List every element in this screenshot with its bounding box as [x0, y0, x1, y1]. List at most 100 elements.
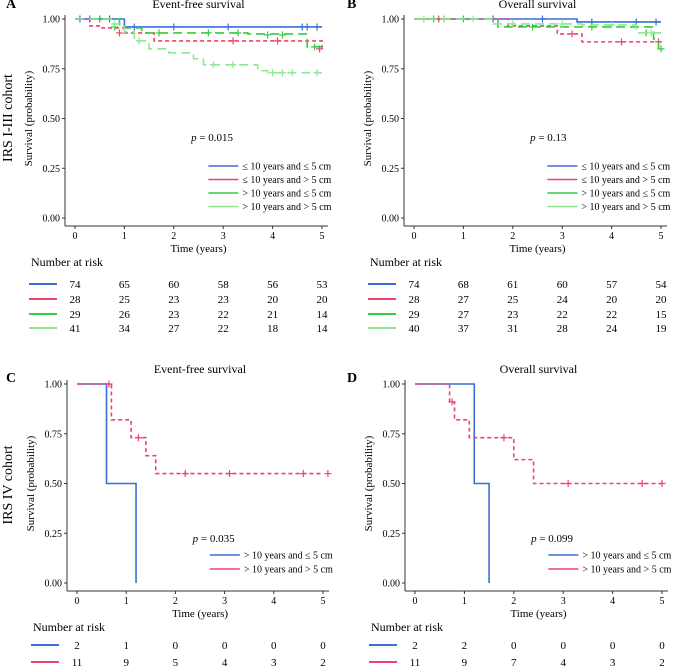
censor-mark [617, 38, 625, 46]
risk-count: 28 [70, 294, 82, 306]
risk-count: 14 [317, 323, 329, 335]
y-tick-label: 0.50 [43, 114, 61, 125]
risk-count: 24 [557, 294, 569, 306]
risk-table-title: Number at risk [33, 620, 105, 634]
p-symbol: p [530, 533, 537, 545]
panel-D: D Overall survival 0.00 0.25 0.50 0.75 1.00 0 1 2… [347, 362, 672, 669]
risk-table-title: Number at risk [371, 620, 443, 634]
p-equals: = [537, 533, 549, 545]
censor-mark [558, 20, 566, 28]
censor-mark [564, 480, 572, 487]
risk-count: 22 [218, 323, 229, 335]
risk-count: 58 [218, 279, 230, 291]
panel-letter: C [6, 371, 16, 386]
x-tick-label: 5 [320, 231, 325, 242]
x-tick-label: 1 [124, 596, 129, 607]
p-value-number: 0.035 [210, 533, 235, 545]
censor-mark [657, 45, 665, 53]
p-value: p = 0.015 [190, 132, 233, 144]
legend-label: > 10 years and > 5 cm [244, 565, 333, 576]
risk-count: 23 [168, 309, 180, 321]
p-symbol: p [529, 132, 536, 144]
legend-label: ≤ 10 years and > 5 cm [581, 175, 670, 186]
censor-mark [568, 30, 576, 38]
risk-count: 7 [511, 657, 517, 669]
risk-count: 61 [507, 279, 518, 291]
legend-label: > 10 years and > 5 cm [242, 202, 331, 213]
risk-table-title: Number at risk [31, 255, 103, 269]
y-tick-label: 0.00 [383, 579, 401, 590]
y-tick-label: 1.00 [383, 380, 401, 391]
x-tick-label: 2 [511, 596, 516, 607]
risk-count: 4 [222, 657, 228, 669]
y-tick-label: 0.00 [43, 214, 61, 225]
risk-count: 27 [458, 294, 470, 306]
risk-count: 11 [410, 657, 421, 669]
risk-count: 54 [656, 279, 668, 291]
p-equals: = [197, 132, 209, 144]
p-value-number: 0.015 [208, 132, 233, 144]
censor-mark [538, 15, 546, 23]
risk-count: 11 [72, 657, 83, 669]
panel-letter: D [347, 371, 357, 386]
y-tick-label: 1.00 [43, 15, 61, 26]
survival-curve-series-0 [415, 383, 490, 583]
risk-count: 27 [168, 323, 180, 335]
y-tick-label: 0.75 [383, 429, 401, 440]
y-tick-label: 1.00 [382, 15, 400, 26]
legend-label: > 10 years and > 5 cm [582, 565, 671, 576]
panel-A: A Event-free survival 0.00 0.25 0.50 0.75 1.00… [6, 0, 332, 335]
x-tick-label: 5 [660, 596, 665, 607]
panel-C: C Event-free survival 0.00 0.25 0.50 0.75 1.00… [6, 362, 333, 669]
row-label-0: IRS I-III cohort [1, 74, 16, 162]
risk-count: 9 [123, 657, 129, 669]
risk-count: 53 [317, 279, 329, 291]
y-tick-label: 0.50 [45, 479, 63, 490]
risk-count: 22 [606, 309, 617, 321]
censor-mark [509, 20, 517, 28]
x-tick-label: 4 [271, 596, 276, 607]
x-tick-label: 4 [610, 596, 615, 607]
censor-mark [647, 29, 655, 37]
legend-label: ≤ 10 years and > 5 cm [242, 175, 331, 186]
risk-count: 60 [557, 279, 569, 291]
risk-count: 2 [462, 640, 468, 652]
risk-count: 9 [462, 657, 468, 669]
risk-count: 23 [168, 294, 180, 306]
risk-count: 68 [458, 279, 470, 291]
censor-mark [313, 23, 321, 31]
p-symbol: p [190, 132, 197, 144]
risk-count: 4 [560, 657, 566, 669]
censor-mark [224, 23, 232, 31]
censor-mark [105, 380, 113, 388]
p-value-number: 0.13 [547, 132, 567, 144]
risk-count: 0 [271, 640, 277, 652]
chart-title: Event-free survival [152, 0, 245, 11]
risk-count: 56 [267, 279, 279, 291]
risk-count: 28 [557, 323, 569, 335]
x-tick-label: 4 [609, 231, 614, 242]
censor-mark [130, 23, 138, 31]
censor-mark [652, 18, 660, 26]
risk-count: 25 [119, 294, 131, 306]
p-value: p = 0.13 [529, 132, 567, 144]
risk-count: 5 [173, 657, 179, 669]
censor-mark [274, 37, 282, 45]
risk-count: 23 [507, 309, 519, 321]
y-tick-label: 1.00 [45, 380, 63, 391]
panel-letter: A [6, 0, 17, 12]
risk-count: 74 [409, 279, 421, 291]
y-tick-label: 0.75 [43, 64, 61, 75]
panel-B: B Overall survival 0.00 0.25 0.50 0.75 1.00 0 1 2… [347, 0, 671, 335]
x-axis-label: Time (years) [510, 608, 566, 620]
censor-mark [115, 29, 123, 37]
risk-count: 20 [656, 294, 668, 306]
censor-mark [135, 37, 143, 45]
censor-mark [303, 23, 311, 31]
censor-mark [288, 69, 296, 77]
risk-count: 0 [560, 640, 566, 652]
risk-count: 3 [271, 657, 277, 669]
risk-count: 24 [606, 323, 618, 335]
y-tick-label: 0.25 [383, 529, 401, 540]
x-tick-label: 3 [561, 596, 566, 607]
